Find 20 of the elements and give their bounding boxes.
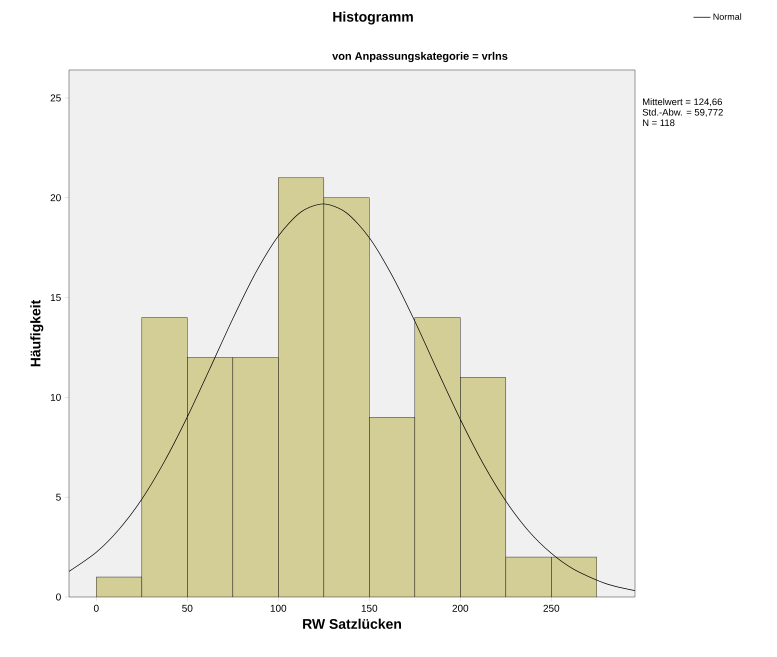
y-tick-label: 15 <box>50 294 61 302</box>
y-axis-title: Häufigkeit <box>30 300 44 366</box>
x-tick-label: 100 <box>270 604 286 612</box>
x-tick-label: 250 <box>543 604 560 612</box>
x-tick-label: 50 <box>182 604 192 612</box>
y-tick-label: 5 <box>56 494 61 501</box>
legend-label: Normal <box>714 13 742 20</box>
y-tick-label: 25 <box>50 94 61 102</box>
x-tick-label: 0 <box>94 604 99 612</box>
chart-subtitle: von Anpassungskategorie = vrlns <box>332 52 508 62</box>
x-axis-title: RW Satzlücken <box>303 618 401 629</box>
text: Mittelwert = 124,66 <box>642 98 722 106</box>
y-tick-label: 10 <box>50 394 61 401</box>
x-tick-label: 150 <box>362 604 378 612</box>
chart-title: Histogramm <box>333 11 413 25</box>
text: N = 118 <box>642 119 675 126</box>
x-tick-label: 200 <box>452 604 468 612</box>
y-tick-label: 0 <box>56 593 61 601</box>
text: Std.-Abw. = 59,772 <box>642 108 723 117</box>
y-tick-label: 20 <box>50 194 61 202</box>
